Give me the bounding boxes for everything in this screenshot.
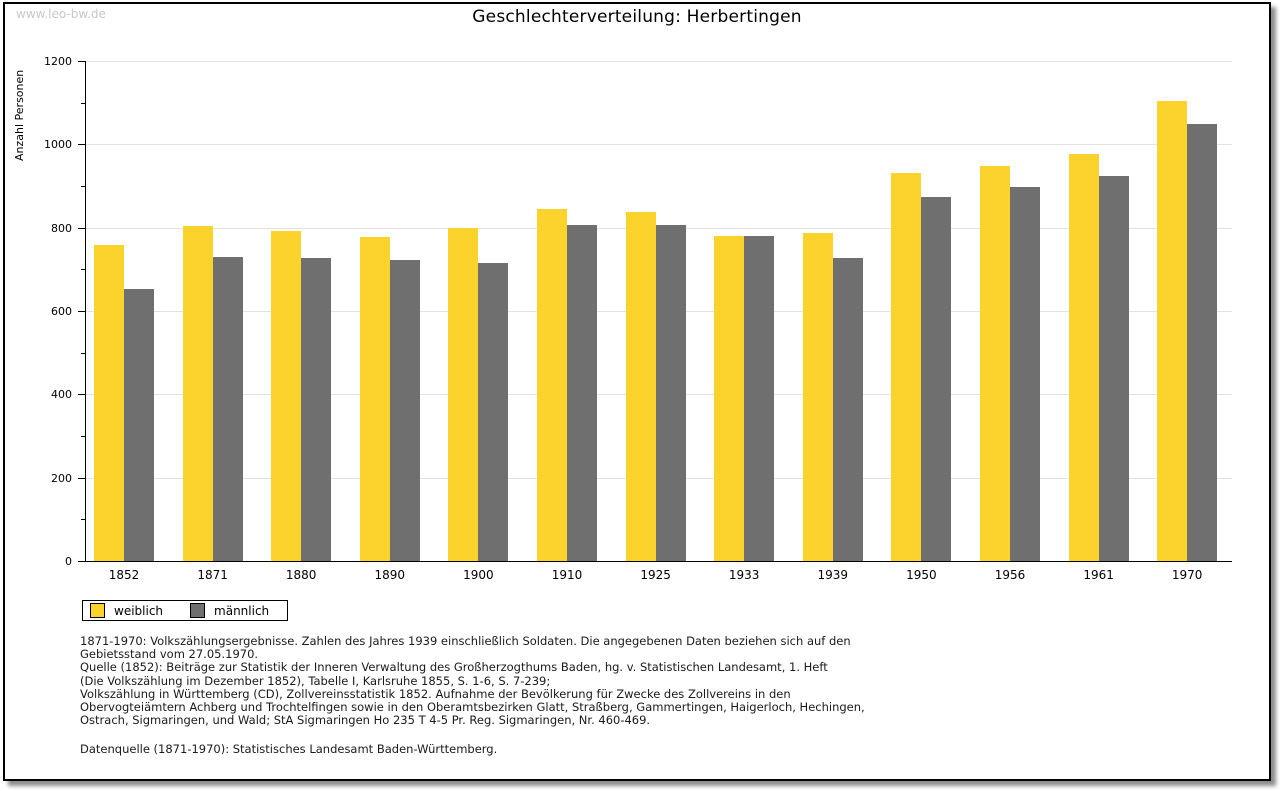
y-major-tick-1000: [78, 144, 85, 146]
y-minor-tick-300: [81, 436, 85, 437]
x-tick-label-1871: 1871: [197, 568, 228, 582]
bar-männlich-1910: [567, 224, 597, 561]
x-tick-label-1956: 1956: [994, 568, 1026, 582]
y-minor-tick-900: [81, 186, 85, 187]
x-tick-label-1950: 1950: [906, 568, 937, 582]
bar-männlich-1950: [921, 197, 952, 561]
bar-weiblich-1956: [980, 166, 1010, 561]
bar-weiblich-1871: [182, 225, 213, 561]
chart-title: Geschlechterverteilung: Herbertingen: [472, 7, 802, 27]
y-tick-label-800: 800: [51, 221, 72, 235]
x-tick-label-1961: 1961: [1083, 568, 1114, 582]
y-major-tick-1200: [78, 61, 85, 62]
footnote-line-3: Quelle (1852): Beiträge zur Statistik de…: [80, 660, 828, 675]
x-tick-label-1880: 1880: [285, 568, 317, 582]
y-tick-label-400: 400: [51, 388, 72, 402]
y-tick-label-600: 600: [51, 305, 72, 318]
y-tick-label-0: 0: [65, 555, 72, 568]
bar-weiblich-1925: [625, 212, 656, 561]
bar-männlich-1939: [832, 257, 863, 561]
footnote-line-1: 1871-1970: Volkszählungsergebnisse. Zahl…: [80, 634, 851, 648]
bar-weiblich-1961: [1068, 153, 1099, 561]
x-tick-label-1933: 1933: [728, 568, 760, 582]
footnote-line-7: Ostrach, Sigmaringen, und Wald; StA Sigm…: [80, 713, 651, 728]
bar-männlich-1880: [301, 257, 332, 561]
footnote-block: 1871-1970: Volkszählungsergebnisse. Zahl…: [80, 634, 1180, 728]
y-major-tick-200: [78, 477, 85, 479]
y-major-tick-800: [78, 227, 85, 229]
bar-männlich-1925: [655, 224, 686, 561]
y-major-tick-0: [78, 561, 85, 562]
bar-männlich-1900: [478, 262, 509, 561]
footnote-line-5: Volkszählung in Württemberg (CD), Zollve…: [80, 686, 791, 701]
chart-frame: www.leo-bw.de Geschlechterverteilung: He…: [3, 2, 1271, 781]
bar-weiblich-1890: [359, 237, 390, 561]
legend-swatch-maennlich: [190, 603, 206, 618]
gridline-1000: [86, 144, 1232, 146]
x-tick-label-1910: 1910: [551, 568, 583, 582]
legend-label-maennlich: männlich: [214, 603, 270, 618]
y-major-tick-600: [78, 311, 85, 312]
bar-männlich-1852: [124, 289, 154, 561]
bar-weiblich-1950: [891, 172, 922, 561]
bar-weiblich-1970: [1157, 101, 1188, 561]
plot-area: 1852 1871 1880 1890 1900 1910 1925 1933 1939 1950…: [44, 55, 1232, 582]
y-tick-label-1200: 1200: [44, 55, 72, 68]
y-major-tick-400: [78, 394, 85, 396]
footnote-line-6: Obervogteiämtern Achberg und Trochtelfin…: [80, 700, 865, 715]
datasource-line: Datenquelle (1871-1970): Statistisches L…: [80, 742, 498, 756]
y-tick-label-1000: 1000: [44, 138, 72, 152]
legend-label-weiblich: weiblich: [114, 603, 164, 618]
bar-weiblich-1852: [94, 245, 124, 561]
bar-männlich-1956: [1010, 187, 1040, 561]
legend-swatch-weiblich: [90, 603, 105, 618]
bar-weiblich-1880: [271, 231, 302, 561]
legend: weiblich männlich: [82, 600, 288, 621]
bar-männlich-1933: [744, 235, 775, 561]
bar-weiblich-1910: [537, 208, 567, 561]
y-tick-label-200: 200: [51, 471, 72, 485]
footnote-line-4: (Die Volkszählung im Dezember 1852), Tab…: [80, 673, 551, 688]
bar-männlich-1961: [1098, 176, 1129, 561]
x-tick-label-1925: 1925: [640, 568, 671, 582]
x-tick-label-1890: 1890: [374, 568, 406, 582]
y-axis-title: Anzahl Personen: [13, 69, 26, 161]
bar-männlich-1890: [389, 260, 420, 561]
x-tick-label-1970: 1970: [1171, 568, 1203, 582]
x-tick-label-1852: 1852: [108, 568, 140, 582]
x-tick-label-1900: 1900: [463, 568, 494, 582]
bar-männlich-1871: [212, 256, 243, 561]
bar-weiblich-1933: [714, 236, 745, 561]
bar-weiblich-1939: [802, 232, 833, 561]
y-minor-tick-500: [81, 352, 85, 354]
y-minor-tick-1100: [81, 102, 85, 104]
gridline-1200: [86, 61, 1232, 62]
bar-weiblich-1900: [448, 228, 479, 561]
y-minor-tick-700: [81, 269, 85, 271]
footnote-line-2: Gebietsstand vom 27.05.1970.: [80, 647, 259, 662]
bar-männlich-1970: [1187, 123, 1218, 561]
x-tick-label-1939: 1939: [817, 568, 849, 582]
watermark: www.leo-bw.de: [16, 7, 106, 21]
y-minor-tick-100: [81, 519, 85, 521]
